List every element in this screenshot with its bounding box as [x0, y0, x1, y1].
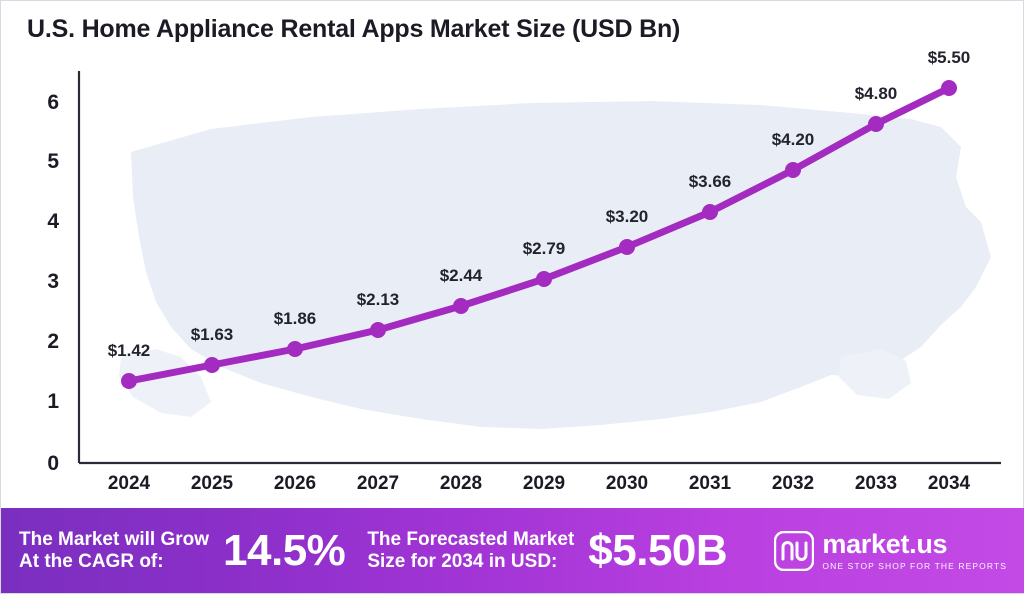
data-point-label: $2.44 — [439, 266, 483, 285]
data-point-label: $1.63 — [190, 325, 234, 344]
forecast-label-line2: Size for 2034 in USD: — [367, 550, 558, 572]
data-point-marker — [619, 239, 635, 255]
data-point-label: $4.20 — [771, 130, 815, 149]
data-point-marker — [868, 116, 884, 132]
footer-banner: The Market will Grow At the CAGR of: 14.… — [1, 508, 1024, 593]
x-tick-label: 2033 — [854, 473, 898, 494]
y-tick-label: 6 — [47, 91, 59, 114]
brand-tagline: ONE STOP SHOP FOR THE REPORTS — [822, 560, 1007, 571]
data-point-label: $2.13 — [356, 290, 400, 309]
forecast-label: The Forecasted Market Size for 2034 in U… — [367, 529, 574, 572]
cagr-label-line1: The Market will Grow — [19, 529, 210, 551]
y-tick-label: 3 — [47, 270, 59, 293]
y-tick-label: 4 — [47, 210, 59, 233]
x-tick-label: 2025 — [190, 473, 234, 494]
x-tick-label: 2024 — [107, 473, 151, 494]
x-tick-label: 2026 — [273, 473, 317, 494]
x-tick-label: 2032 — [771, 473, 815, 494]
data-point-marker — [287, 341, 303, 357]
x-tick-label: 2034 — [927, 473, 971, 494]
cagr-block: The Market will Grow At the CAGR of: 14.… — [19, 525, 346, 576]
data-point-marker — [941, 80, 957, 96]
x-tick-label: 2031 — [688, 473, 732, 494]
forecast-block: The Forecasted Market Size for 2034 in U… — [367, 526, 727, 576]
page-title: U.S. Home Appliance Rental Apps Market S… — [27, 15, 681, 43]
forecast-label-line1: The Forecasted Market — [367, 529, 575, 551]
data-point-marker — [121, 373, 137, 389]
x-tick-label: 2028 — [439, 473, 483, 494]
x-tick-label: 2030 — [605, 473, 649, 494]
cagr-label-line2: At the CAGR of: — [19, 550, 164, 572]
y-tick-label: 5 — [47, 150, 59, 173]
data-point-marker — [785, 162, 801, 178]
forecast-value: $5.50B — [588, 525, 728, 575]
data-point-label: $1.42 — [107, 341, 151, 360]
data-point-marker — [204, 357, 220, 373]
data-point-marker — [453, 298, 469, 314]
data-point-label: $5.50 — [927, 48, 971, 67]
data-point-label: $2.79 — [522, 239, 566, 258]
y-tick-label: 1 — [47, 390, 59, 413]
data-point-marker — [536, 271, 552, 287]
y-tick-label: 2 — [47, 330, 59, 353]
line-chart-plot — [77, 71, 1001, 465]
market-us-logo-icon — [774, 530, 815, 571]
data-point-label: $3.20 — [605, 207, 649, 226]
x-tick-label: 2029 — [522, 473, 566, 494]
x-tick-label: 2027 — [356, 473, 400, 494]
data-point-label: $4.80 — [854, 84, 898, 103]
data-point-marker — [370, 322, 386, 338]
brand-name: market.us — [822, 528, 948, 559]
brand-logo[interactable]: market.us ONE STOP SHOP FOR THE REPORTS — [774, 528, 1007, 571]
chart-area: 0 1 2 3 4 5 6 2024 2025 2026 2027 2028 2… — [1, 48, 1024, 508]
y-tick-label: 0 — [47, 452, 59, 475]
data-point-label: $1.86 — [273, 309, 317, 328]
cagr-value: 14.5% — [223, 525, 346, 575]
data-point-label: $3.66 — [688, 172, 732, 191]
data-point-marker — [702, 204, 718, 220]
us-map-background-icon — [119, 101, 991, 429]
cagr-label: The Market will Grow At the CAGR of: — [19, 529, 209, 572]
